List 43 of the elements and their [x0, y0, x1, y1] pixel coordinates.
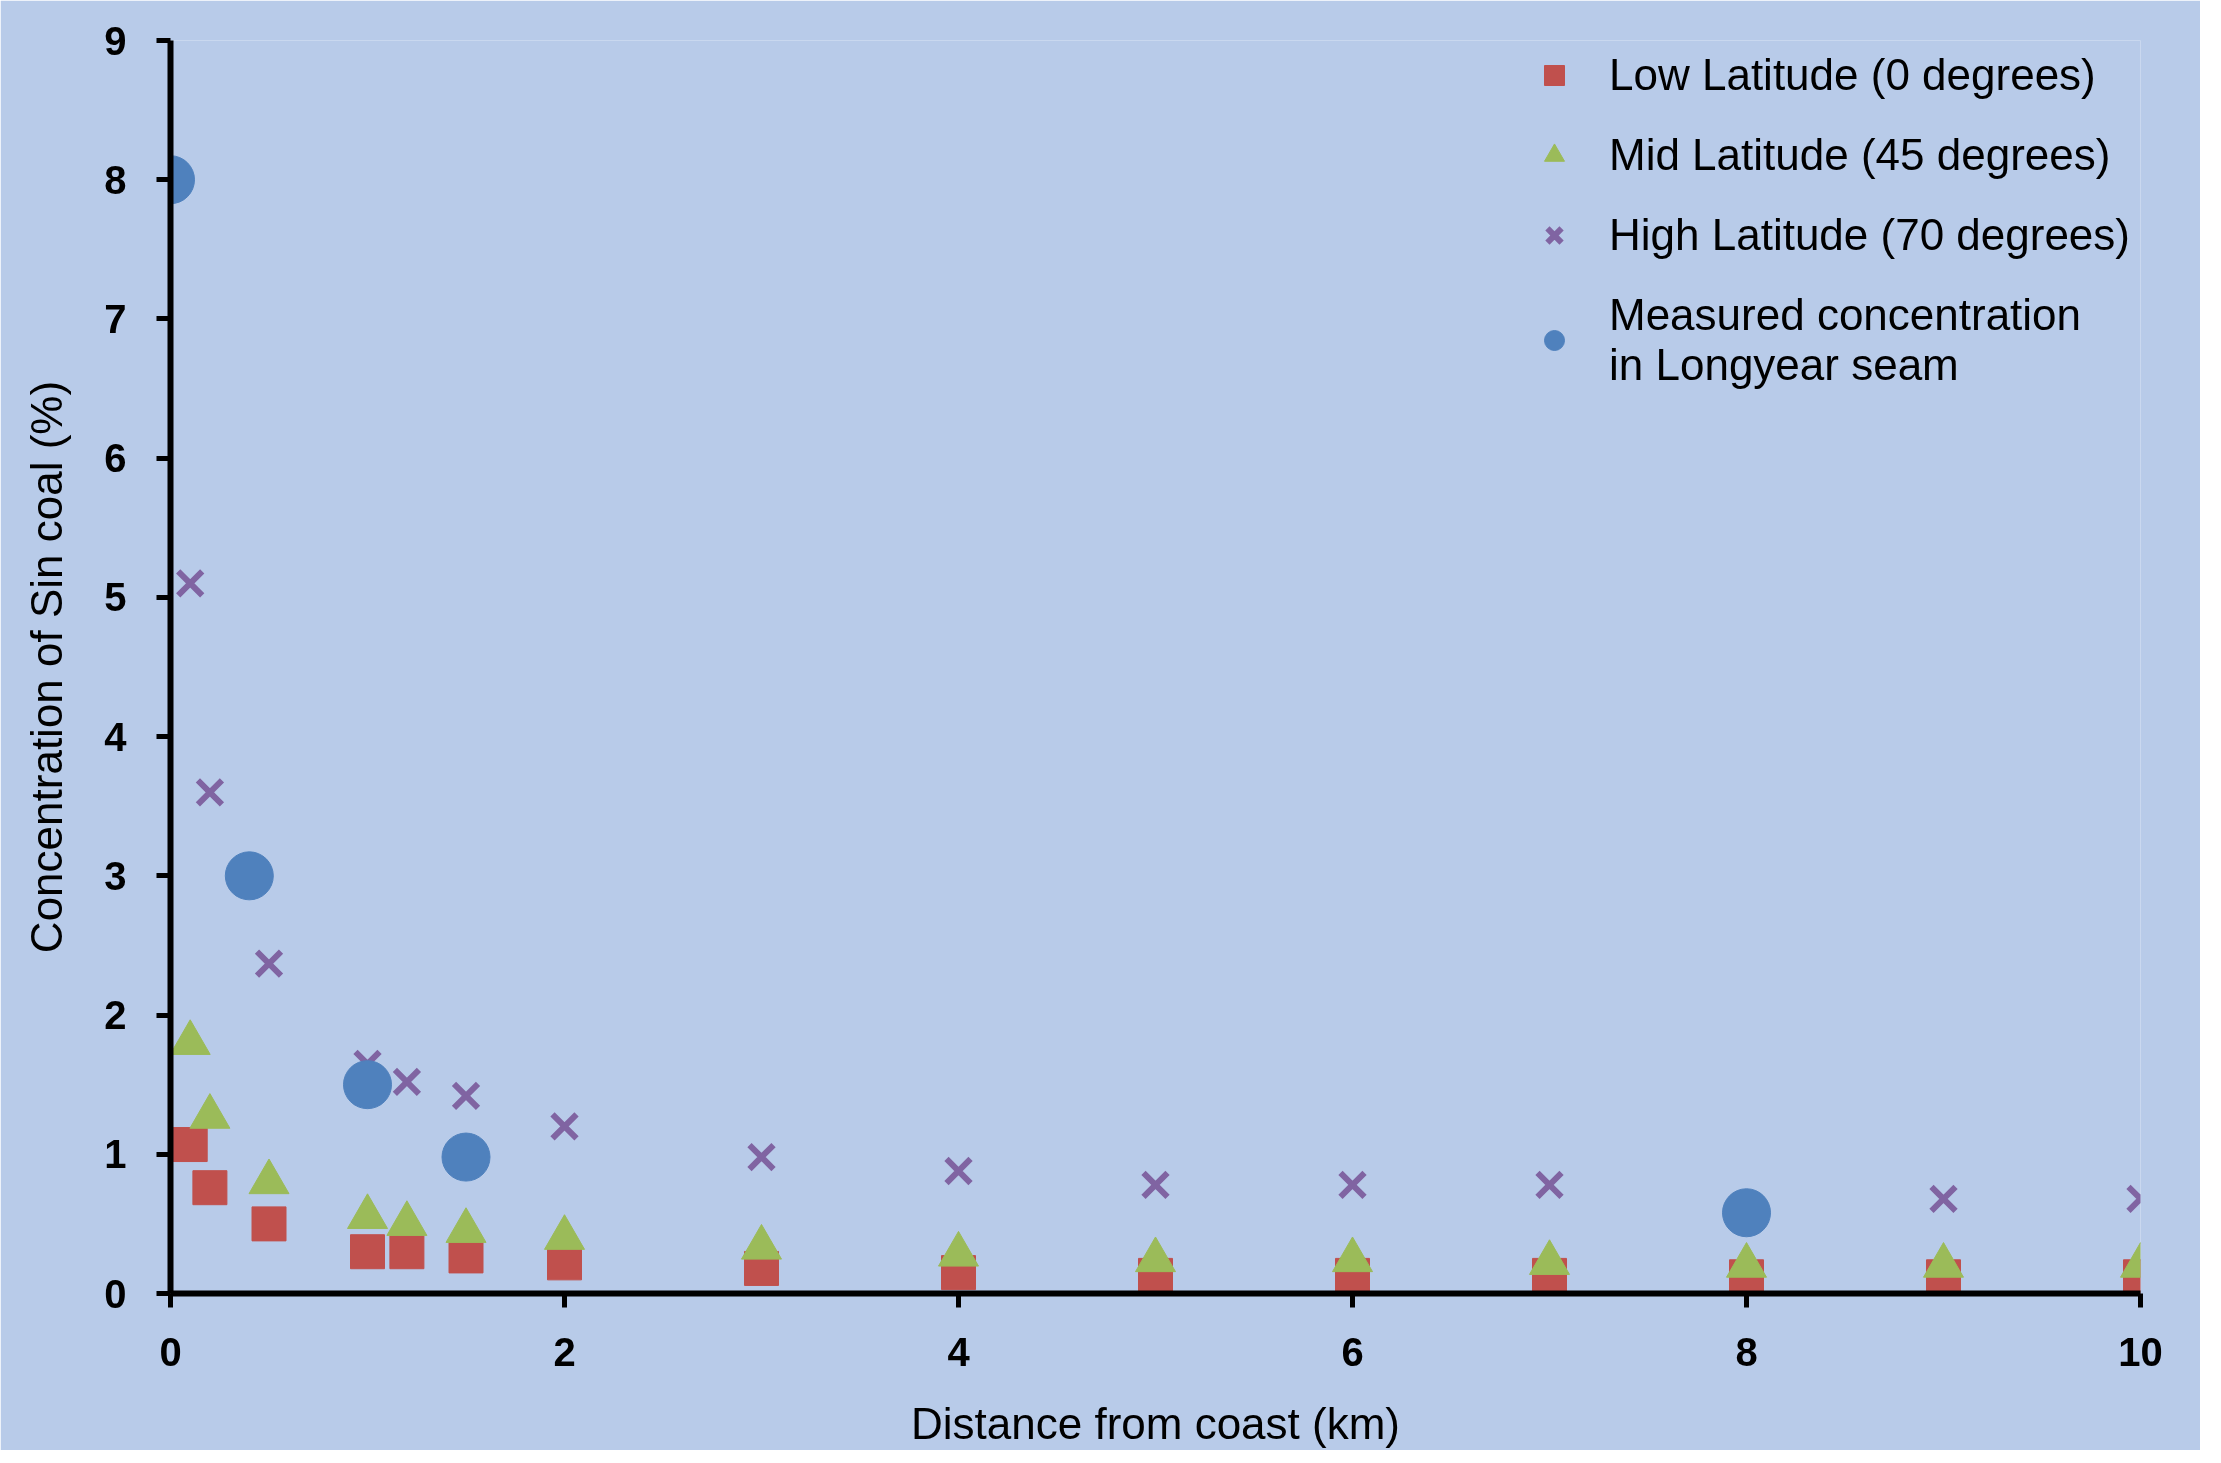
point	[441, 1132, 491, 1182]
y-tick-label: 8	[104, 157, 127, 202]
point	[192, 1170, 228, 1206]
point	[224, 851, 274, 901]
y-tick-label: 5	[104, 575, 127, 620]
point	[746, 1142, 777, 1173]
y-tick-label: 7	[104, 296, 127, 341]
y-tick-label: 9	[104, 18, 127, 63]
x-tick-label: 2	[553, 1329, 576, 1374]
legend-label: Measured concentration in Longyear seam	[1609, 290, 2082, 390]
point	[343, 1060, 392, 1110]
point	[1722, 1188, 1771, 1238]
y-tick-label: 1	[104, 1132, 127, 1177]
point	[389, 1234, 425, 1270]
point	[450, 1080, 482, 1111]
point	[1928, 1183, 1959, 1214]
point	[194, 777, 225, 808]
x-tick-label: 0	[159, 1329, 182, 1374]
y-tick-label: 3	[104, 853, 127, 898]
y-tick-label: 4	[104, 714, 128, 759]
x-tick-label: 8	[1735, 1329, 1758, 1374]
point	[172, 1127, 208, 1163]
point	[391, 1066, 422, 1097]
point	[1337, 1169, 1368, 1200]
point	[350, 1234, 385, 1270]
y-tick-label: 2	[104, 993, 127, 1038]
point	[175, 568, 206, 599]
y-tick-label: 0	[104, 1271, 127, 1316]
legend-label: Low Latitude (0 degrees)	[1609, 50, 2096, 100]
x-tick-label: 10	[2118, 1329, 2163, 1374]
legend-label: Mid Latitude (45 degrees)	[1609, 130, 2111, 180]
point	[253, 948, 285, 979]
x-tick-label: 6	[1341, 1329, 1364, 1374]
y-axis-title: Concentration of Sin coal (%)	[22, 380, 72, 954]
x-axis-title: Distance from coast (km)	[911, 1398, 1400, 1448]
x-tick-label: 4	[947, 1329, 971, 1374]
point	[549, 1111, 580, 1142]
point	[943, 1155, 974, 1187]
point	[1140, 1169, 1171, 1200]
point	[1534, 1169, 1565, 1200]
legend-label: High Latitude (70 degrees)	[1609, 210, 2130, 260]
point	[251, 1206, 287, 1242]
y-tick-label: 6	[104, 436, 127, 481]
